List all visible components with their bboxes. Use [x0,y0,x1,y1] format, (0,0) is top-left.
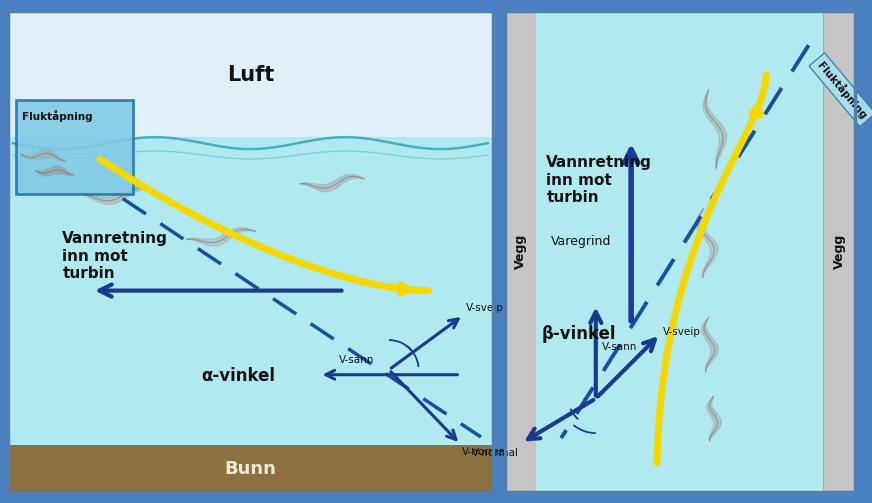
Text: β-vinkel: β-vinkel [542,325,616,343]
Polygon shape [36,166,73,176]
Text: Fluktåpning: Fluktåpning [22,110,92,122]
Text: V-sveip: V-sveip [663,327,701,337]
Polygon shape [703,90,726,169]
Polygon shape [21,149,65,161]
Text: Vegg: Vegg [514,233,527,269]
Text: V-sann: V-sann [602,342,637,352]
Text: V-normal: V-normal [462,447,509,457]
Polygon shape [77,186,156,204]
Bar [16,100,133,194]
Text: Vegg: Vegg [833,233,846,269]
Text: α-vinkel: α-vinkel [201,367,275,385]
Text: Vannretning
inn mot
turbin: Vannretning inn mot turbin [63,231,168,281]
Text: Luft: Luft [227,65,274,85]
Bar [505,11,855,492]
Polygon shape [696,208,718,278]
Text: Bunn: Bunn [224,460,276,478]
Polygon shape [187,227,255,246]
Text: V-sveip: V-sveip [467,303,504,313]
Text: Fluktåpning: Fluktåpning [815,59,869,121]
Bar [823,11,855,492]
Bar [8,11,493,492]
Text: Varegrind: Varegrind [551,235,611,248]
Bar [536,11,823,492]
Text: Vannretning
inn mot
turbin: Vannretning inn mot turbin [547,155,652,205]
Bar [8,137,493,445]
Bar [8,445,493,492]
Polygon shape [707,396,721,441]
Bar [505,11,855,492]
Bar [8,11,493,492]
Bar [505,11,536,492]
Bar [8,11,493,137]
Polygon shape [702,317,719,372]
Text: V-sann: V-sann [338,355,374,365]
Text: V-normal: V-normal [472,448,519,458]
Polygon shape [300,175,364,192]
